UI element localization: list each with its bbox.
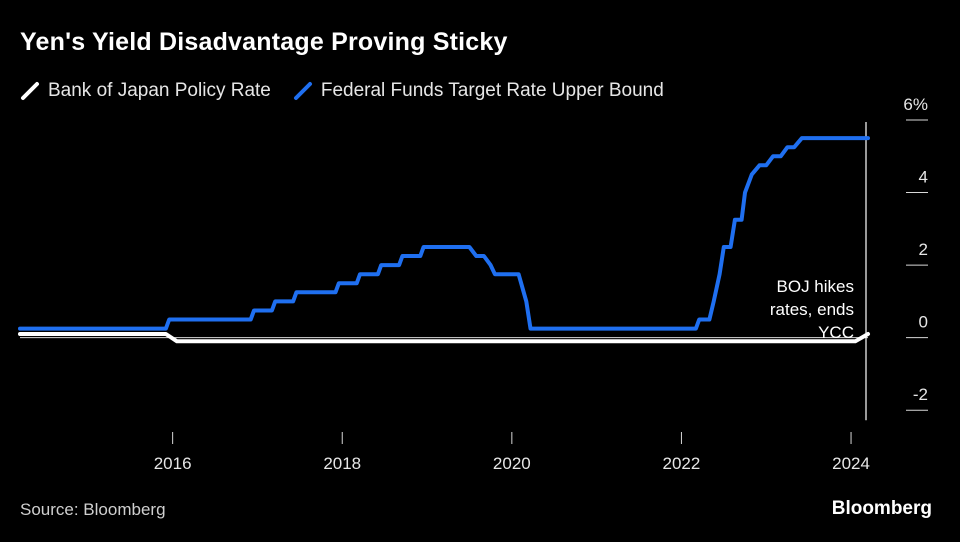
y-tick-label-0: 6% [903, 95, 928, 114]
x-tick-label-0: 2016 [154, 454, 192, 473]
bloomberg-logo: Bloomberg [831, 498, 932, 519]
annotation-text-line-1: rates, ends [770, 300, 854, 319]
chart-title: Yen's Yield Disadvantage Proving Sticky [20, 28, 508, 56]
legend-label-fed: Federal Funds Target Rate Upper Bound [320, 80, 664, 101]
y-tick-label-4: -2 [913, 385, 928, 404]
legend-label-boj: Bank of Japan Policy Rate [48, 80, 271, 101]
legend-swatch-boj-icon [21, 82, 39, 100]
legend-item-boj: Bank of Japan Policy Rate [20, 80, 271, 102]
x-tick-label-2: 2020 [493, 454, 531, 473]
x-tick-label-1: 2018 [323, 454, 361, 473]
x-tick-label-4: 2024 [832, 454, 870, 473]
y-tick-label-3: 0 [919, 313, 928, 332]
y-tick-label-1: 4 [919, 168, 928, 187]
legend-item-fed: Federal Funds Target Rate Upper Bound [293, 80, 664, 102]
annotation-text-line-0: BOJ hikes [777, 277, 854, 296]
annotation-text-line-2: YCC [818, 323, 854, 342]
x-tick-label-3: 2022 [663, 454, 701, 473]
legend-swatch-fed-line [293, 82, 312, 100]
legend-swatch-boj-line [21, 82, 39, 100]
legend-swatch-fed-icon [293, 82, 312, 100]
source-note: Source: Bloomberg [20, 500, 166, 519]
legend: Bank of Japan Policy Rate Federal Funds … [20, 80, 686, 102]
series-line-1 [18, 136, 870, 331]
y-tick-label-2: 2 [919, 240, 928, 259]
series-line-0 [18, 332, 870, 344]
